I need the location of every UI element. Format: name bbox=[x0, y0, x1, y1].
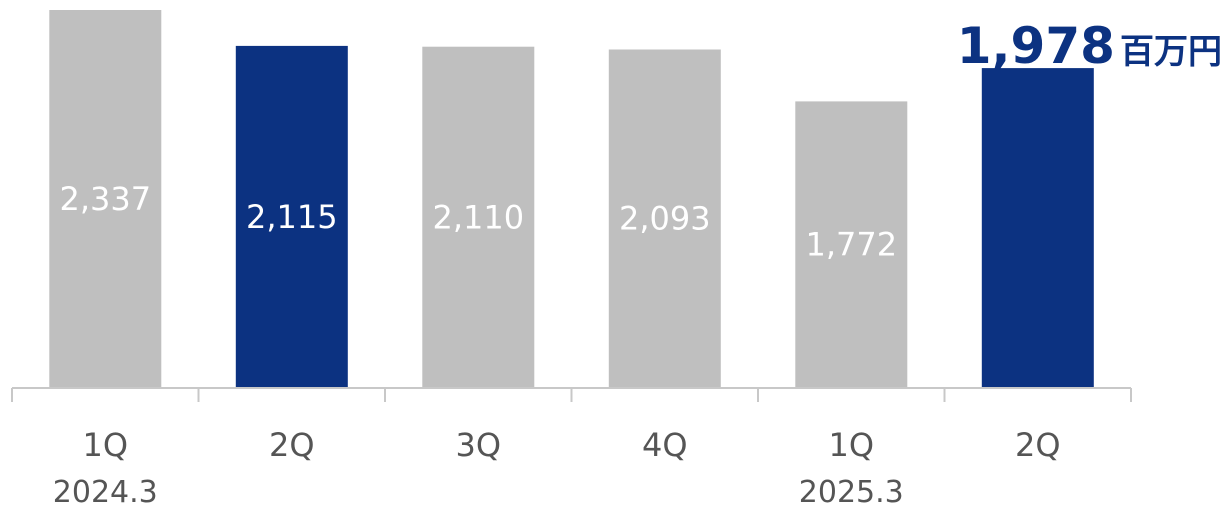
bar-value-label: 2,115 bbox=[246, 198, 338, 236]
bar-6 bbox=[981, 68, 1094, 388]
x-axis bbox=[11, 387, 1132, 402]
bar-1 bbox=[49, 10, 162, 388]
bar-value-label: 2,337 bbox=[59, 180, 151, 218]
x-tick-label: 3Q bbox=[456, 426, 502, 464]
x-tick-label: 2Q bbox=[1015, 426, 1061, 464]
x-tick-label: 1Q bbox=[829, 426, 875, 464]
bar-value-label: 2,093 bbox=[619, 200, 711, 238]
callout-value: 1,978 bbox=[957, 17, 1115, 75]
x-tick-label: 4Q bbox=[642, 426, 688, 464]
x-tick-label: 1Q bbox=[83, 426, 129, 464]
labels-group: 2,337 1Q 2024.3 2,115 2Q 2,110 3Q 2,093 4Q 1,772 1… bbox=[53, 180, 1061, 507]
bar-value-label: 2,110 bbox=[432, 198, 524, 236]
bar-5 bbox=[795, 101, 908, 389]
period-label: 2025.3 bbox=[799, 475, 904, 507]
callout-unit: 百万円 bbox=[1120, 32, 1222, 72]
bar-2 bbox=[235, 45, 348, 389]
callout-annotation: 1,978 百万円 bbox=[957, 17, 1222, 75]
bar-3 bbox=[422, 46, 535, 388]
period-label: 2024.3 bbox=[53, 475, 158, 507]
bars-group bbox=[49, 10, 1094, 389]
bar-value-label: 1,772 bbox=[805, 226, 897, 264]
x-tick-label: 2Q bbox=[269, 426, 315, 464]
bar-4 bbox=[608, 49, 721, 388]
